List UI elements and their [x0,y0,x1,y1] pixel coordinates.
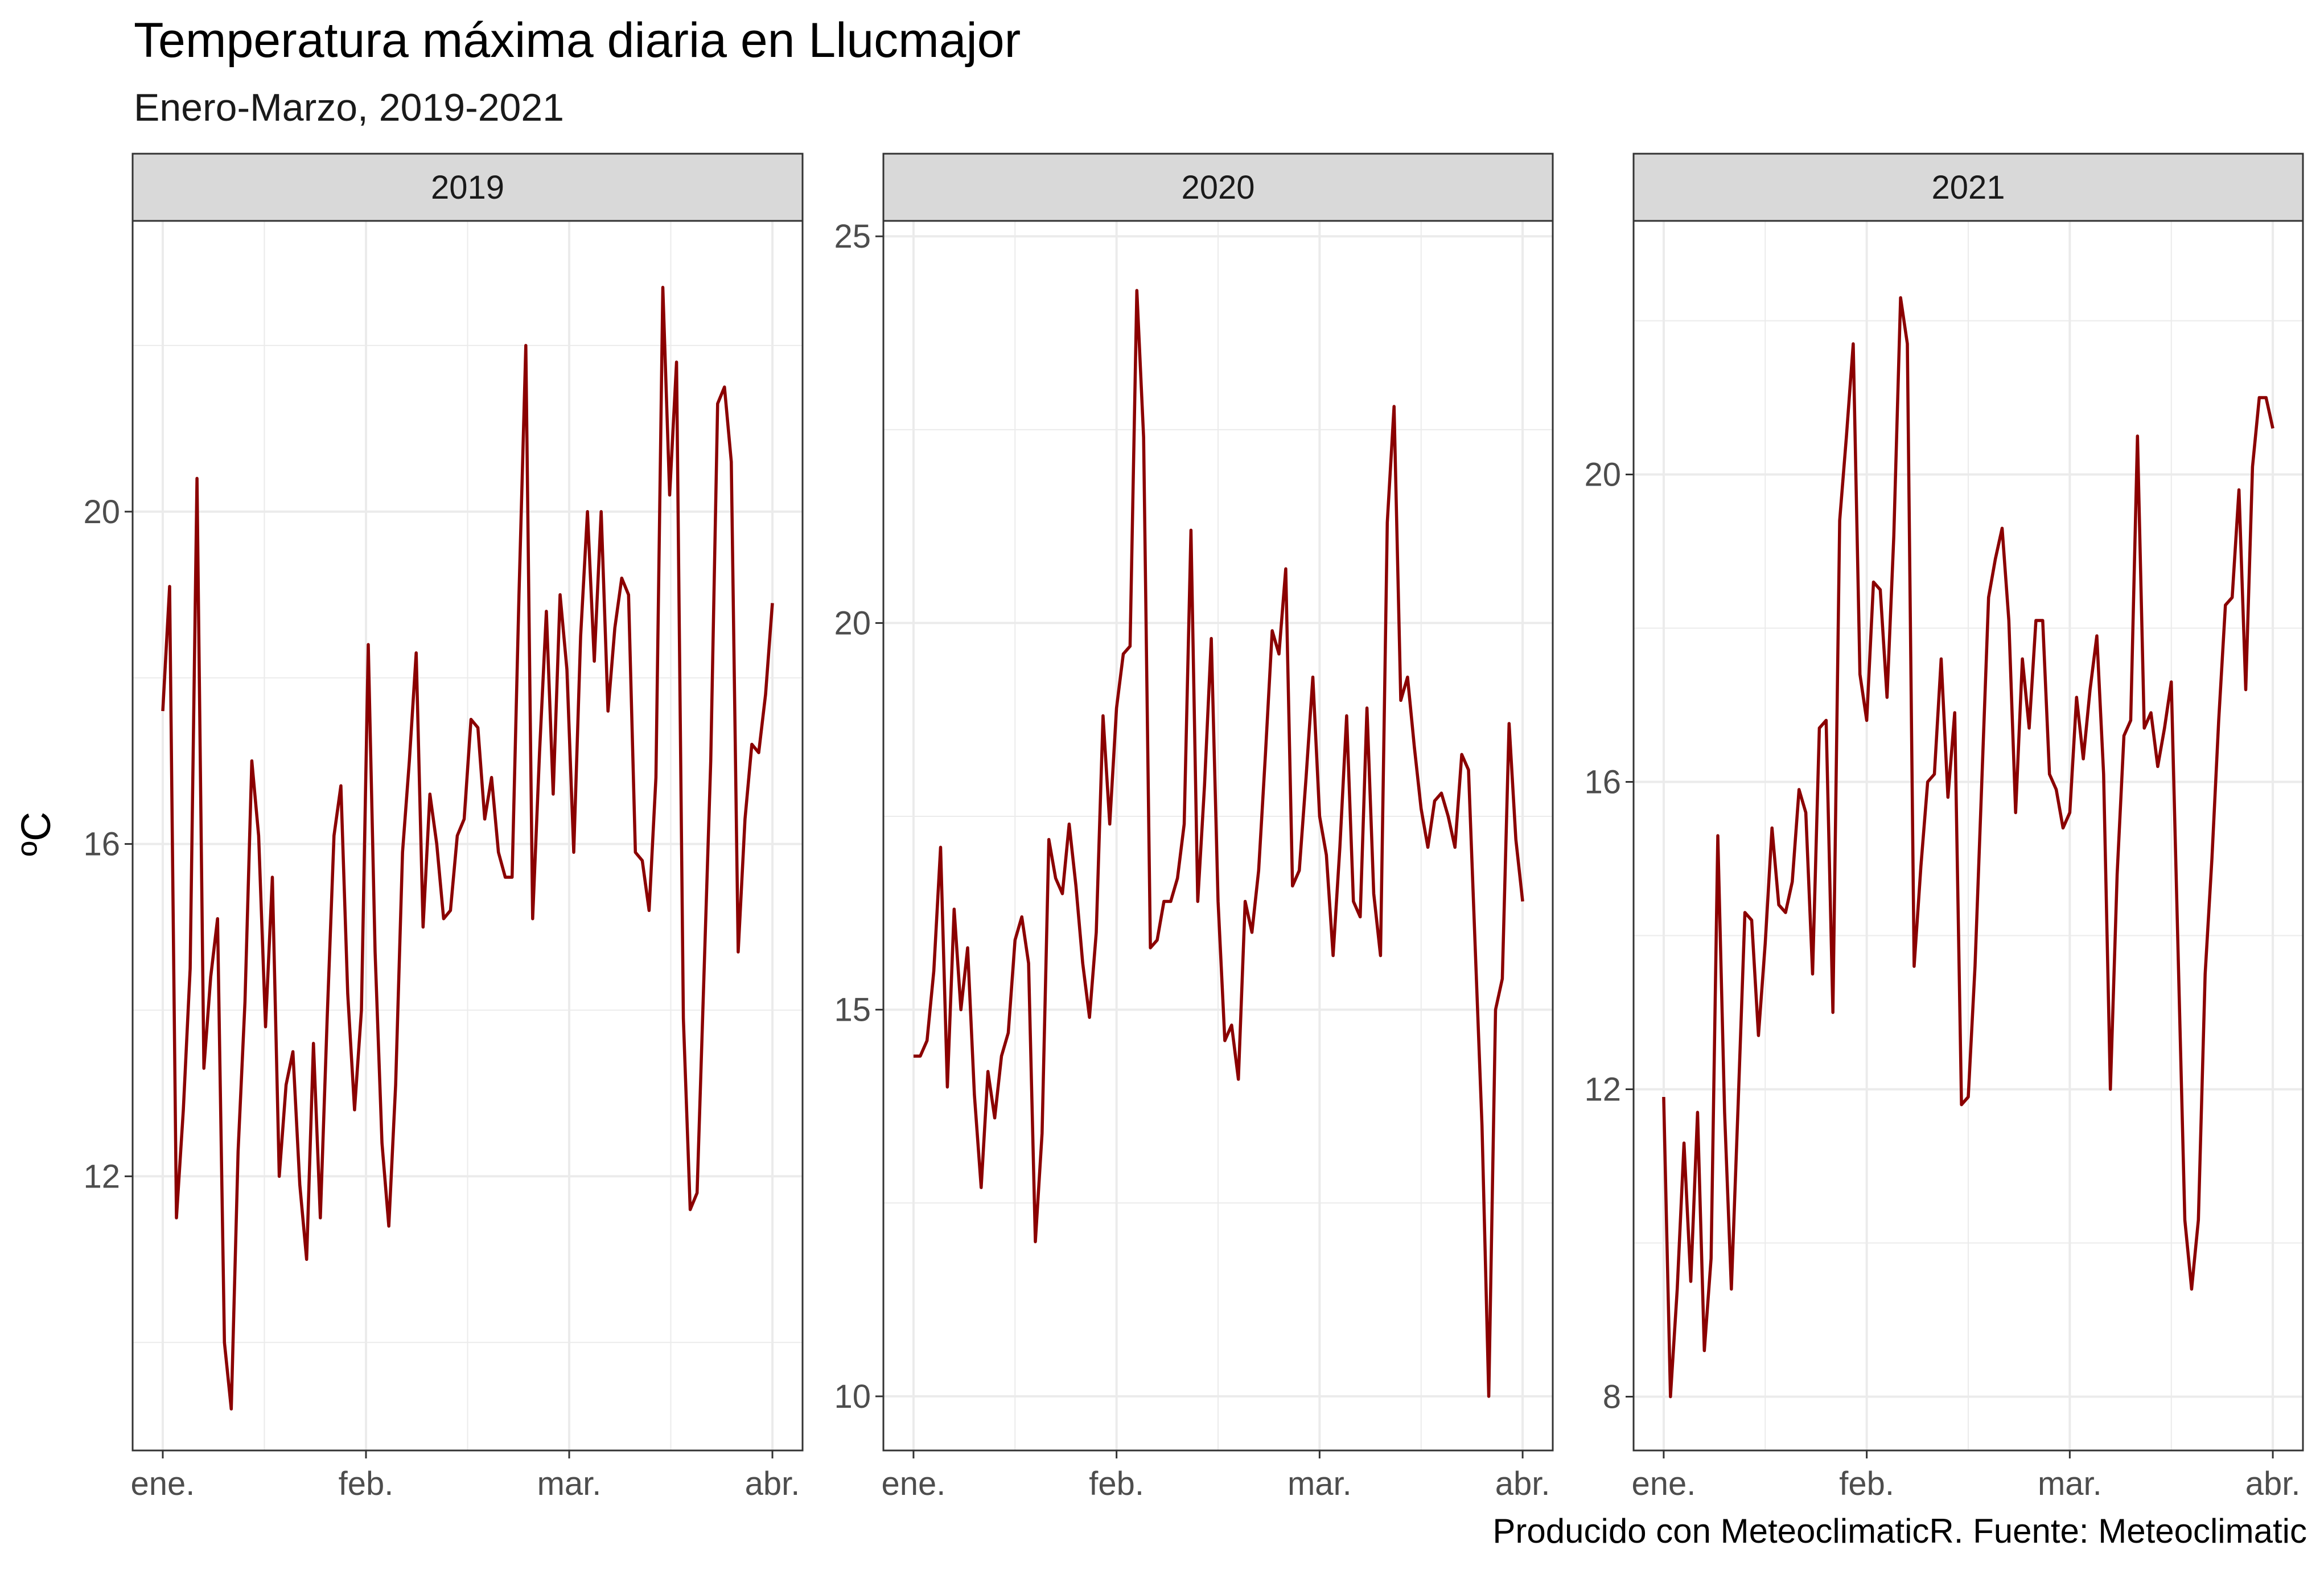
facet-strip [1632,153,2304,222]
x-tick-label: ene. [131,1465,195,1502]
x-tick-label: mar. [1288,1465,1352,1502]
facet-strip [882,153,1554,222]
x-tick-label: abr. [1495,1465,1550,1502]
series-line-2020 [913,289,1524,1398]
x-tick-label: feb. [339,1465,394,1502]
y-tick-label: 8 [1603,1379,1621,1416]
x-tick-label: abr. [2245,1465,2301,1502]
x-tick-label: feb. [1089,1465,1144,1502]
chart-caption: Producido con MeteoclimaticR. Fuente: Me… [1492,1512,2307,1550]
y-tick-label: 10 [834,1378,871,1415]
facet-strip [131,153,804,222]
y-tick-label: 20 [83,494,120,531]
series-line-2019 [161,286,774,1411]
x-tick-label: abr. [745,1465,800,1502]
x-tick-label: feb. [1839,1465,1894,1502]
series-line-2021 [1662,296,2274,1399]
facet-strip-label: 2021 [1931,169,2005,206]
y-tick-label: 16 [83,826,120,863]
y-tick-label: 25 [834,218,871,255]
y-tick-label: 20 [834,605,871,642]
y-tick-label: 12 [83,1158,120,1195]
facet-strip-label: 2020 [1181,169,1254,206]
y-tick-label: 15 [834,992,871,1029]
x-tick-label: mar. [537,1465,602,1502]
y-tick-label: 20 [1584,457,1621,494]
y-tick-label: 12 [1584,1071,1621,1108]
y-axis-title: ºC [14,812,59,856]
x-tick-label: mar. [2038,1465,2102,1502]
y-tick-label: 16 [1584,764,1621,801]
x-tick-label: ene. [881,1465,945,1502]
x-tick-label: ene. [1631,1465,1696,1502]
chart-subtitle: Enero-Marzo, 2019-2021 [134,86,565,129]
chart-title: Temperatura máxima diaria en Llucmajor [134,13,1021,68]
facet-strip-label: 2019 [431,169,504,206]
